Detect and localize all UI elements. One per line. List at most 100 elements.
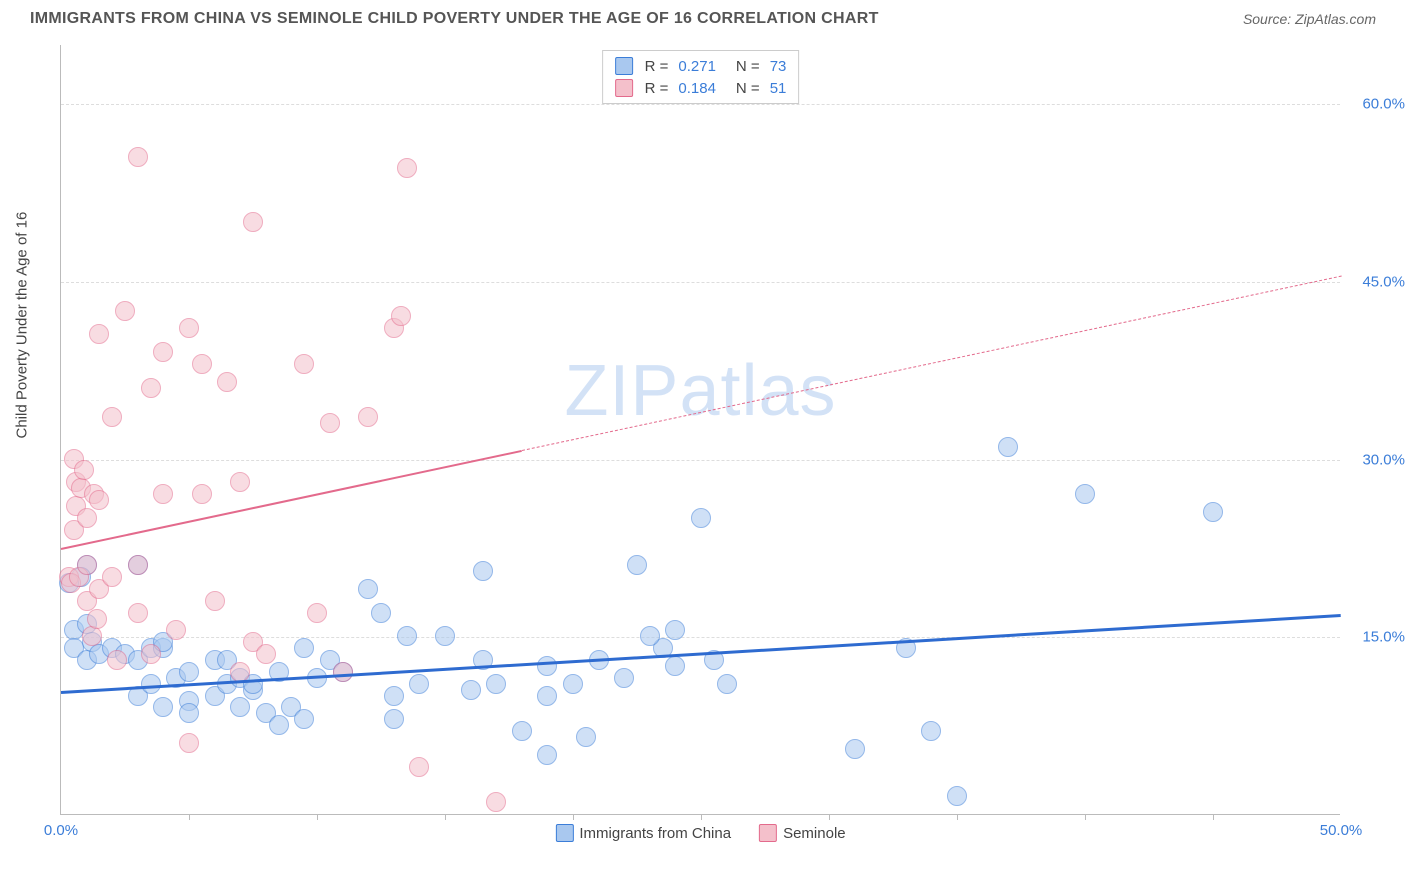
data-point-seminole [128,147,148,167]
data-point-china [576,727,596,747]
data-point-china [1203,502,1223,522]
data-point-china [435,626,455,646]
gridline [61,460,1340,461]
scatter-chart: ZIPatlas R =0.271N =73R =0.184N =51 Immi… [60,45,1340,815]
data-point-seminole [77,508,97,528]
data-point-china [845,739,865,759]
data-point-seminole [320,413,340,433]
y-axis-title: Child Poverty Under the Age of 16 [14,212,31,439]
x-tick [189,814,190,820]
trend-line [522,276,1341,451]
data-point-china [384,686,404,706]
y-tick-label: 30.0% [1362,451,1405,468]
data-point-china [230,697,250,717]
data-point-china [473,561,493,581]
legend-stats: R =0.271N =73R =0.184N =51 [602,50,800,104]
data-point-seminole [397,158,417,178]
x-tick [957,814,958,820]
n-value: 73 [770,58,787,75]
legend-swatch [759,824,777,842]
legend-stat-row: R =0.271N =73 [615,55,787,77]
data-point-seminole [82,626,102,646]
data-point-seminole [217,372,237,392]
data-point-china [486,674,506,694]
y-tick-label: 15.0% [1362,629,1405,646]
data-point-seminole [358,407,378,427]
x-tick [573,814,574,820]
data-point-china [614,668,634,688]
trend-line [61,450,522,550]
data-point-china [1075,484,1095,504]
data-point-china [294,709,314,729]
data-point-seminole [391,306,411,326]
data-point-china [537,745,557,765]
legend-label: Seminole [783,825,846,842]
legend-series: Immigrants from China Seminole [555,824,845,842]
data-point-china [384,709,404,729]
data-point-china [665,620,685,640]
data-point-china [537,686,557,706]
source-attribution: Source: ZipAtlas.com [1243,11,1376,27]
data-point-seminole [102,407,122,427]
data-point-seminole [89,324,109,344]
data-point-china [461,680,481,700]
data-point-china [717,674,737,694]
data-point-china [691,508,711,528]
data-point-seminole [77,555,97,575]
data-point-seminole [89,490,109,510]
x-tick-label: 0.0% [44,822,78,839]
legend-item: Immigrants from China [555,824,731,842]
gridline [61,104,1340,105]
data-point-china [512,721,532,741]
n-value: 51 [770,80,787,97]
r-label: R = [645,58,669,75]
r-value: 0.184 [678,80,716,97]
data-point-seminole [243,212,263,232]
data-point-china [563,674,583,694]
data-point-china [409,674,429,694]
y-tick-label: 45.0% [1362,273,1405,290]
data-point-seminole [102,567,122,587]
legend-swatch [615,57,633,75]
data-point-china [947,786,967,806]
legend-swatch [615,79,633,97]
gridline [61,282,1340,283]
data-point-china [371,603,391,623]
chart-title: IMMIGRANTS FROM CHINA VS SEMINOLE CHILD … [30,10,879,28]
x-tick [317,814,318,820]
data-point-china [294,638,314,658]
legend-label: Immigrants from China [579,825,731,842]
data-point-seminole [141,644,161,664]
data-point-china [153,697,173,717]
n-label: N = [736,58,760,75]
data-point-seminole [294,354,314,374]
data-point-seminole [192,484,212,504]
data-point-seminole [192,354,212,374]
data-point-seminole [486,792,506,812]
data-point-seminole [179,318,199,338]
data-point-china [141,674,161,694]
data-point-china [921,721,941,741]
data-point-china [179,703,199,723]
x-tick [1213,814,1214,820]
y-tick-label: 60.0% [1362,96,1405,113]
data-point-china [537,656,557,676]
legend-stat-row: R =0.184N =51 [615,77,787,99]
x-tick-label: 50.0% [1320,822,1363,839]
x-tick [445,814,446,820]
data-point-china [397,626,417,646]
x-tick [701,814,702,820]
data-point-seminole [205,591,225,611]
data-point-seminole [409,757,429,777]
data-point-china [179,662,199,682]
data-point-seminole [179,733,199,753]
data-point-china [998,437,1018,457]
n-label: N = [736,80,760,97]
data-point-seminole [256,644,276,664]
data-point-seminole [128,555,148,575]
legend-item: Seminole [759,824,846,842]
data-point-china [269,715,289,735]
data-point-china [640,626,660,646]
x-tick [829,814,830,820]
data-point-seminole [74,460,94,480]
